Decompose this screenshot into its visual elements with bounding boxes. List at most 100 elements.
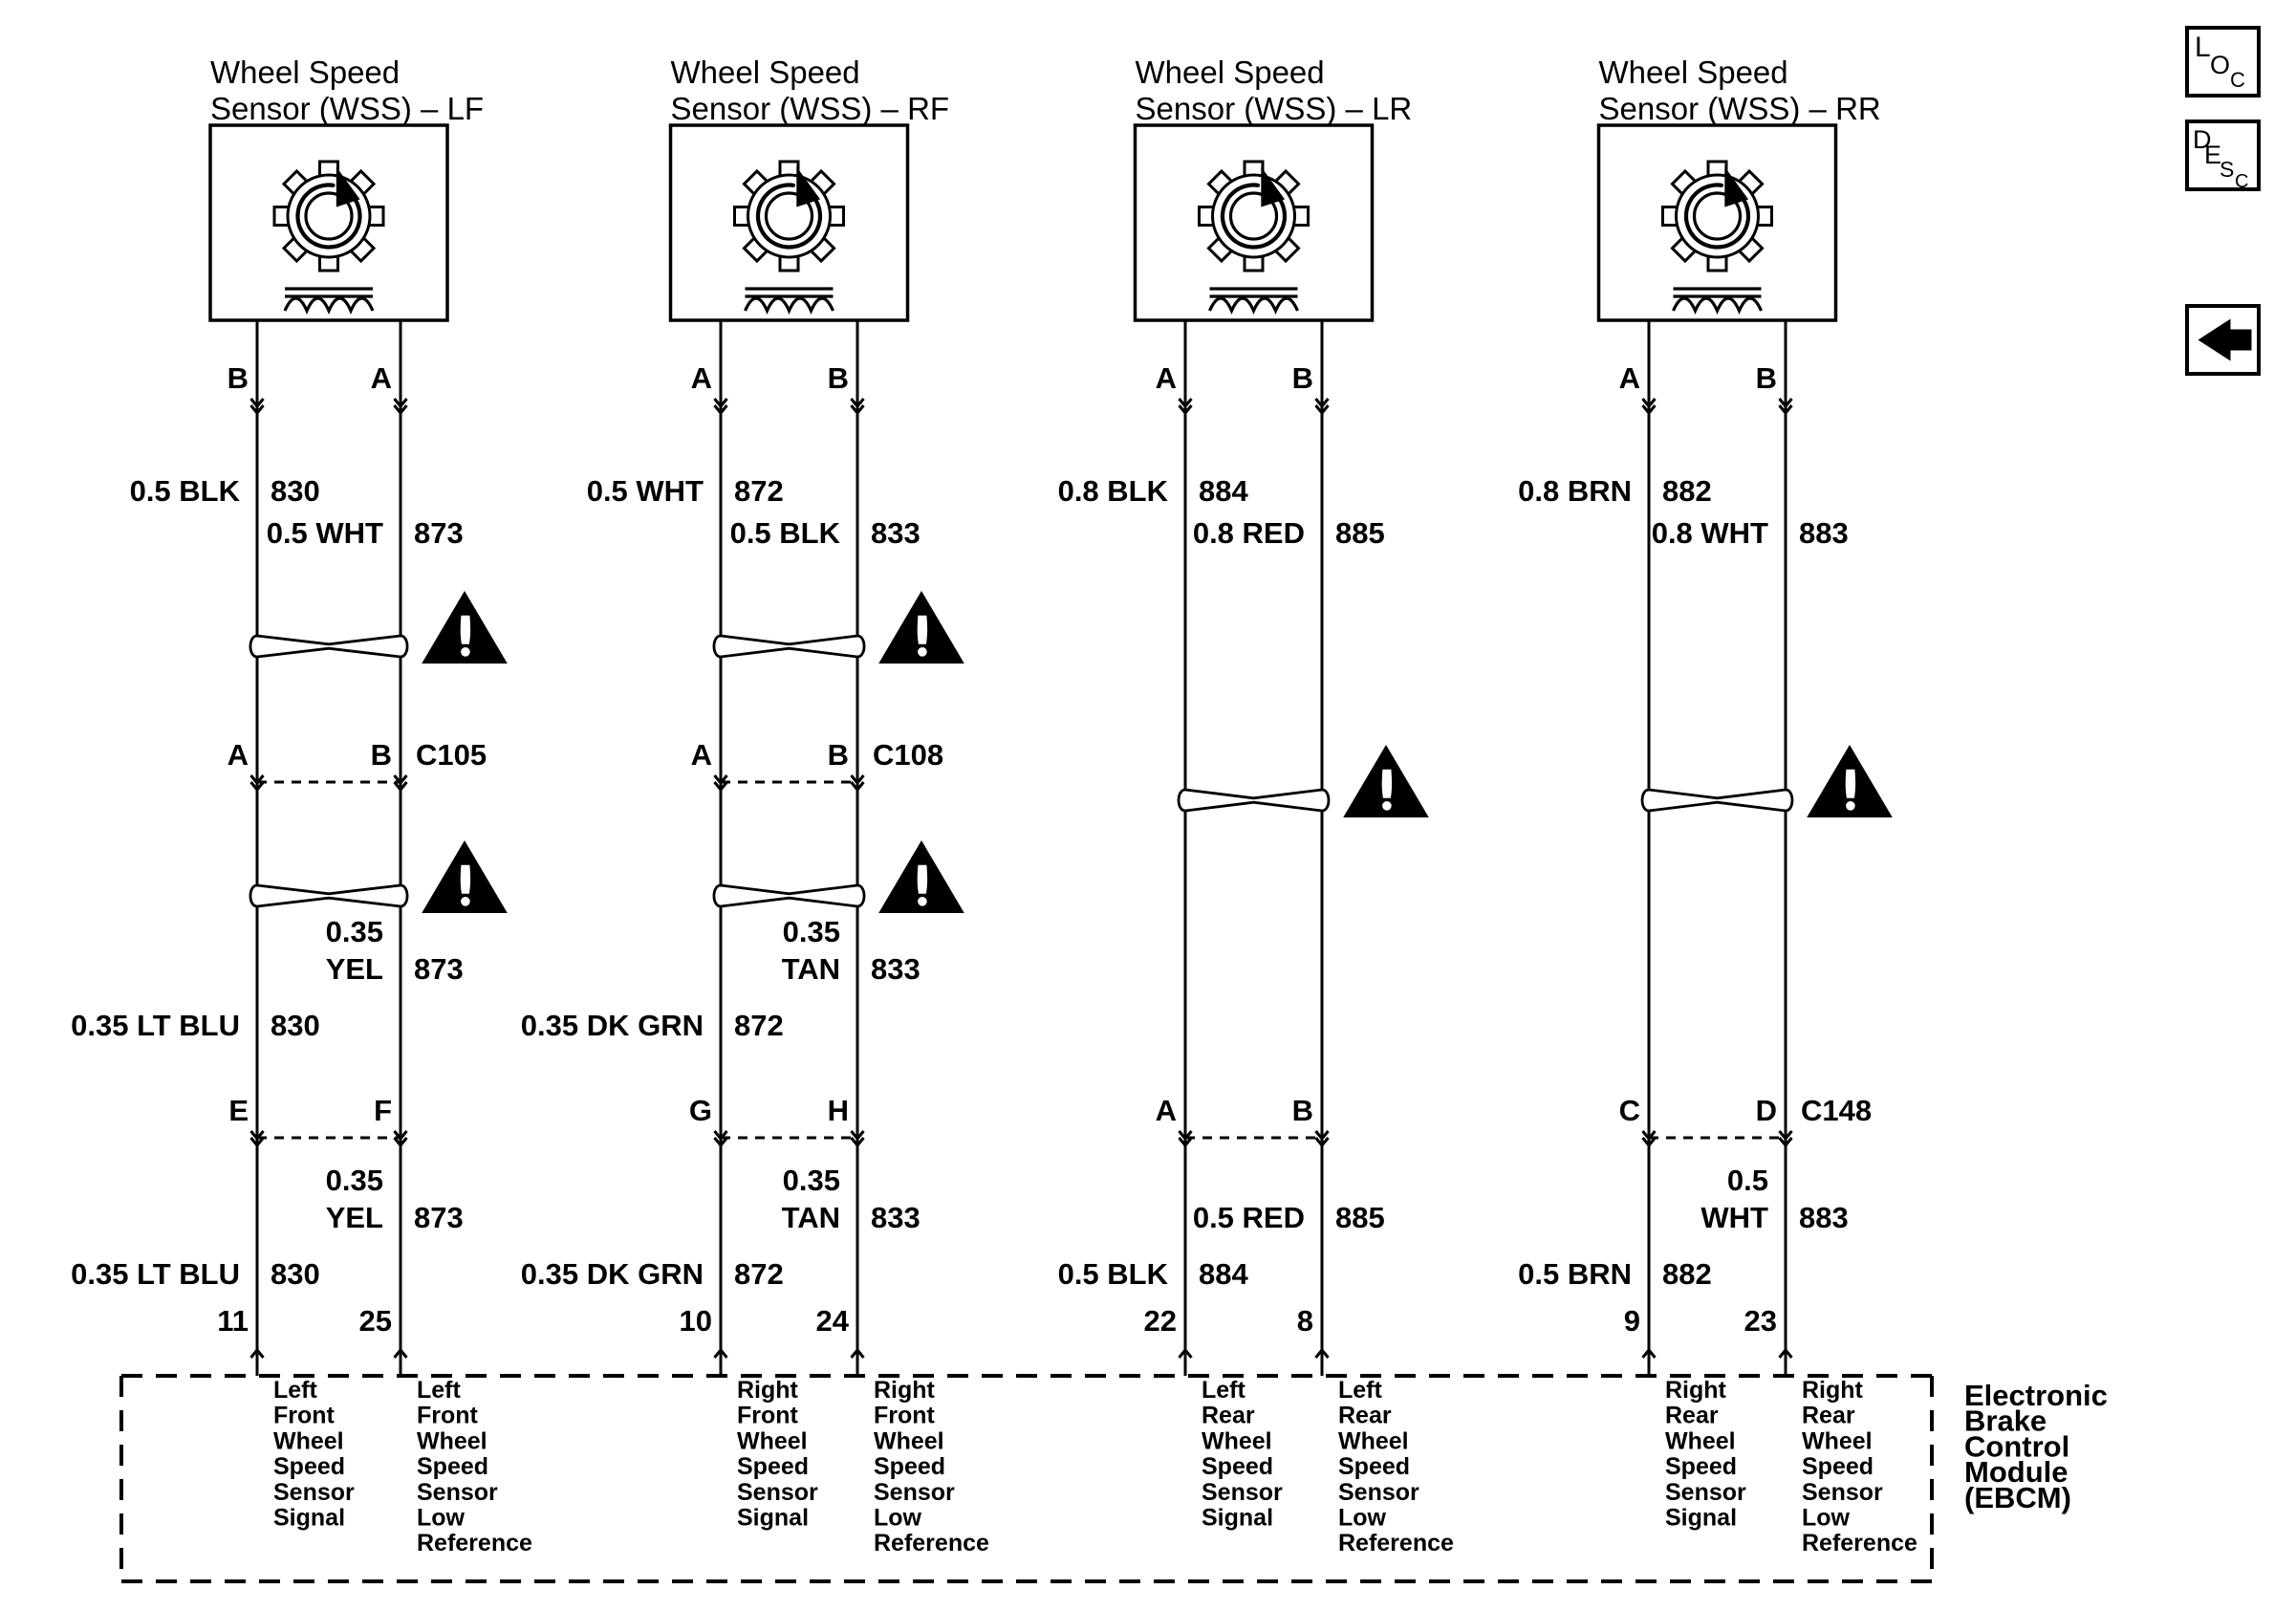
- svg-text:L: L: [2195, 32, 2211, 63]
- svg-text:Front: Front: [273, 1403, 336, 1429]
- svg-text:A: A: [1156, 361, 1177, 395]
- svg-text:25: 25: [359, 1304, 392, 1338]
- svg-text:0.5 WHT: 0.5 WHT: [267, 516, 383, 550]
- svg-text:C148: C148: [1801, 1094, 1872, 1127]
- svg-text:882: 882: [1662, 474, 1712, 508]
- svg-text:24: 24: [816, 1304, 850, 1338]
- svg-text:Wheel: Wheel: [417, 1427, 487, 1454]
- svg-text:A: A: [1156, 1094, 1177, 1127]
- svg-text:Wheel Speed: Wheel Speed: [210, 54, 400, 90]
- svg-text:Left: Left: [417, 1377, 462, 1404]
- svg-text:0.5: 0.5: [1727, 1164, 1768, 1197]
- svg-text:Sensor: Sensor: [417, 1479, 498, 1506]
- svg-text:883: 883: [1799, 516, 1849, 550]
- svg-text:Speed: Speed: [1802, 1453, 1874, 1480]
- svg-text:C: C: [2235, 171, 2248, 192]
- svg-text:884: 884: [1199, 1257, 1248, 1291]
- svg-text:B: B: [227, 361, 249, 395]
- svg-text:8: 8: [1297, 1304, 1313, 1338]
- svg-text:B: B: [828, 738, 849, 772]
- svg-text:0.5 BRN: 0.5 BRN: [1518, 1257, 1632, 1291]
- svg-text:9: 9: [1624, 1304, 1640, 1338]
- svg-text:A: A: [371, 361, 392, 395]
- svg-text:YEL: YEL: [326, 952, 383, 986]
- svg-text:Sensor: Sensor: [273, 1479, 355, 1506]
- svg-text:830: 830: [271, 474, 320, 508]
- svg-text:Wheel Speed: Wheel Speed: [1136, 54, 1325, 90]
- svg-text:G: G: [689, 1094, 712, 1127]
- svg-text:Sensor: Sensor: [737, 1479, 818, 1506]
- svg-text:Sensor: Sensor: [1202, 1479, 1283, 1506]
- svg-text:B: B: [828, 361, 849, 395]
- svg-text:0.8 RED: 0.8 RED: [1193, 516, 1305, 550]
- svg-text:(EBCM): (EBCM): [1964, 1481, 2071, 1514]
- svg-text:TAN: TAN: [782, 952, 840, 986]
- svg-text:Right: Right: [874, 1377, 936, 1404]
- svg-text:B: B: [1292, 361, 1313, 395]
- svg-text:C: C: [1619, 1094, 1640, 1127]
- svg-text:872: 872: [734, 474, 784, 508]
- svg-text:Left: Left: [273, 1377, 318, 1404]
- svg-text:S: S: [2220, 157, 2234, 182]
- svg-text:Low: Low: [1802, 1505, 1851, 1532]
- svg-text:0.35: 0.35: [326, 1164, 383, 1197]
- svg-text:Wheel: Wheel: [1665, 1427, 1736, 1454]
- svg-text:E: E: [228, 1094, 249, 1127]
- svg-text:Left: Left: [1202, 1377, 1246, 1404]
- svg-text:C108: C108: [873, 738, 943, 772]
- svg-text:0.8 BLK: 0.8 BLK: [1058, 474, 1169, 508]
- svg-text:A: A: [227, 738, 249, 772]
- svg-text:A: A: [691, 738, 712, 772]
- svg-text:Signal: Signal: [737, 1505, 809, 1532]
- svg-text:Signal: Signal: [1665, 1505, 1737, 1532]
- svg-text:Low: Low: [417, 1505, 466, 1532]
- svg-text:Sensor: Sensor: [1665, 1479, 1746, 1506]
- svg-text:0.35 LT BLU: 0.35 LT BLU: [71, 1257, 240, 1291]
- svg-text:Wheel Speed: Wheel Speed: [671, 54, 860, 90]
- svg-text:Rear: Rear: [1665, 1403, 1719, 1429]
- svg-text:Speed: Speed: [273, 1453, 345, 1480]
- svg-text:872: 872: [734, 1257, 784, 1291]
- svg-text:Right: Right: [1802, 1377, 1864, 1404]
- svg-text:Low: Low: [874, 1505, 922, 1532]
- svg-text:0.35: 0.35: [326, 915, 383, 948]
- svg-text:Front: Front: [874, 1403, 936, 1429]
- svg-text:Speed: Speed: [1338, 1453, 1410, 1480]
- svg-text:885: 885: [1335, 1201, 1385, 1234]
- svg-text:Front: Front: [417, 1403, 479, 1429]
- svg-text:830: 830: [271, 1009, 320, 1042]
- svg-text:C: C: [2230, 68, 2245, 92]
- svg-text:833: 833: [871, 952, 921, 986]
- svg-text:Right: Right: [1665, 1377, 1727, 1404]
- svg-text:C105: C105: [416, 738, 487, 772]
- svg-text:0.35 DK GRN: 0.35 DK GRN: [521, 1257, 704, 1291]
- svg-text:Sensor (WSS) – RF: Sensor (WSS) – RF: [671, 91, 950, 126]
- svg-text:Signal: Signal: [273, 1505, 345, 1532]
- svg-text:Sensor: Sensor: [874, 1479, 955, 1506]
- svg-text:0.5 BLK: 0.5 BLK: [1058, 1257, 1169, 1291]
- svg-text:B: B: [1756, 361, 1777, 395]
- svg-text:Wheel: Wheel: [1202, 1427, 1272, 1454]
- svg-text:833: 833: [871, 1201, 921, 1234]
- svg-text:Speed: Speed: [417, 1453, 488, 1480]
- svg-text:873: 873: [414, 1201, 464, 1234]
- svg-text:0.5 WHT: 0.5 WHT: [587, 474, 704, 508]
- svg-text:873: 873: [414, 516, 464, 550]
- svg-text:Low: Low: [1338, 1505, 1387, 1532]
- svg-text:Sensor: Sensor: [1802, 1479, 1883, 1506]
- svg-text:O: O: [2210, 51, 2230, 79]
- svg-text:Wheel: Wheel: [273, 1427, 344, 1454]
- svg-text:F: F: [374, 1094, 392, 1127]
- svg-text:D: D: [1756, 1094, 1777, 1127]
- svg-text:0.5 BLK: 0.5 BLK: [130, 474, 241, 508]
- svg-text:Rear: Rear: [1202, 1403, 1255, 1429]
- svg-text:0.35 DK GRN: 0.35 DK GRN: [521, 1009, 704, 1042]
- svg-text:Sensor (WSS) – LR: Sensor (WSS) – LR: [1136, 91, 1413, 126]
- svg-text:A: A: [691, 361, 712, 395]
- svg-text:B: B: [371, 738, 392, 772]
- svg-text:Speed: Speed: [874, 1453, 945, 1480]
- svg-text:Wheel: Wheel: [874, 1427, 944, 1454]
- svg-text:Wheel Speed: Wheel Speed: [1599, 54, 1788, 90]
- svg-text:10: 10: [680, 1304, 712, 1338]
- svg-text:H: H: [828, 1094, 849, 1127]
